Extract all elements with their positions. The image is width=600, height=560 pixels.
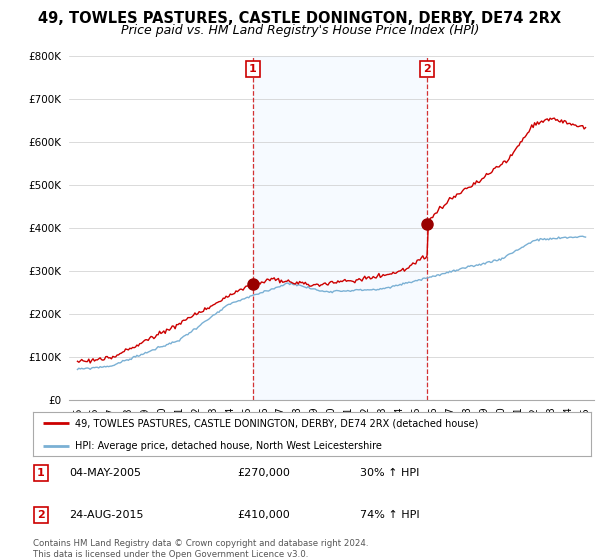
Text: £410,000: £410,000 [237, 510, 290, 520]
Text: 30% ↑ HPI: 30% ↑ HPI [360, 468, 419, 478]
Text: £270,000: £270,000 [237, 468, 290, 478]
Text: 1: 1 [249, 64, 257, 74]
Text: 04-MAY-2005: 04-MAY-2005 [69, 468, 141, 478]
Text: HPI: Average price, detached house, North West Leicestershire: HPI: Average price, detached house, Nort… [75, 441, 382, 451]
Text: 49, TOWLES PASTURES, CASTLE DONINGTON, DERBY, DE74 2RX (detached house): 49, TOWLES PASTURES, CASTLE DONINGTON, D… [75, 418, 478, 428]
Text: Price paid vs. HM Land Registry's House Price Index (HPI): Price paid vs. HM Land Registry's House … [121, 24, 479, 36]
Text: 2: 2 [37, 510, 44, 520]
Text: 49, TOWLES PASTURES, CASTLE DONINGTON, DERBY, DE74 2RX: 49, TOWLES PASTURES, CASTLE DONINGTON, D… [38, 11, 562, 26]
Text: 24-AUG-2015: 24-AUG-2015 [69, 510, 143, 520]
Text: 2: 2 [424, 64, 431, 74]
Text: 74% ↑ HPI: 74% ↑ HPI [360, 510, 419, 520]
Bar [253, 56, 427, 400]
Text: Contains HM Land Registry data © Crown copyright and database right 2024.
This d: Contains HM Land Registry data © Crown c… [33, 539, 368, 559]
Text: 1: 1 [37, 468, 44, 478]
